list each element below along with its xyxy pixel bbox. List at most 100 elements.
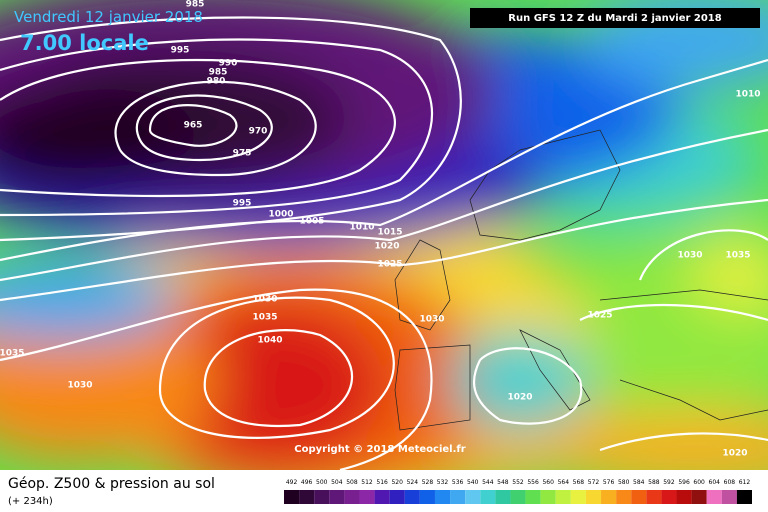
isobar-label: 1035: [252, 313, 277, 323]
legend-swatch: [736, 490, 752, 504]
isobar-label: 1010: [349, 223, 374, 233]
isobar-label: 990: [219, 59, 238, 69]
legend-label: 600: [693, 479, 705, 486]
legend-label: 596: [678, 479, 690, 486]
legend-swatch: [540, 490, 556, 504]
legend-swatch: [570, 490, 586, 504]
legend-swatch: [480, 490, 496, 504]
isobar-label: 975: [233, 149, 252, 159]
legend-swatch: [434, 490, 451, 504]
legend-swatch: [374, 490, 390, 504]
legend-label: 492: [286, 479, 298, 486]
legend-swatch: [404, 490, 420, 504]
legend-swatch: [706, 490, 722, 504]
legend-swatch: [389, 490, 405, 504]
copyright: Copyright © 2018 Meteociel.fr: [294, 444, 465, 455]
footer-title: Géop. Z500 & pression au sol: [8, 476, 215, 492]
isobar-label: 1020: [507, 393, 532, 403]
legend-label: 496: [301, 479, 313, 486]
legend-label: 612: [739, 479, 751, 486]
legend-swatch: [631, 490, 647, 504]
legend-swatch: [510, 490, 526, 504]
legend-label: 568: [573, 479, 585, 486]
legend-swatch: [555, 490, 571, 504]
legend-label: 564: [558, 479, 570, 486]
isobar-label: 1035: [725, 251, 750, 261]
isobar-label: 980: [207, 77, 226, 87]
isobar-label: 985: [186, 0, 205, 10]
legend-swatch: [359, 490, 375, 504]
isobar-label: 1015: [377, 228, 402, 238]
isobar-label: 1025: [377, 260, 402, 270]
forecast-time: 7.00 locale: [20, 31, 149, 55]
legend-swatch: [676, 490, 692, 504]
legend-swatch: [585, 490, 602, 504]
legend-label: 508: [346, 479, 358, 486]
legend-label: 580: [618, 479, 630, 486]
legend-label: 512: [361, 479, 373, 486]
legend-label: 520: [391, 479, 403, 486]
color-legend: 492 496 500 504 508 512 516 520 524 528 532 536 540 5…: [284, 479, 752, 504]
isobar-label: 1020: [374, 242, 399, 252]
legend-swatch: [495, 490, 511, 504]
legend-label: 576: [603, 479, 615, 486]
legend-swatch: [419, 490, 435, 504]
isobar-label: 1030: [419, 315, 444, 325]
isobar-label: 1010: [735, 90, 760, 100]
isobar-label: 970: [249, 127, 268, 137]
legend-label: 504: [331, 479, 343, 486]
isobar-label: 1030: [67, 381, 92, 391]
legend-swatch: [691, 490, 707, 504]
run-box: [470, 8, 760, 28]
legend-swatch: [465, 490, 481, 504]
forecast-date: Vendredi 12 janvier 2018: [14, 8, 203, 26]
run-info: Run GFS 12 Z du Mardi 2 janvier 2018: [508, 13, 721, 24]
isobar-label: 995: [171, 46, 190, 56]
lead-time: (+ 234h): [8, 496, 53, 507]
isobar-label: 1020: [722, 449, 747, 459]
legend-swatch: [450, 490, 466, 504]
isobar-label: 1025: [587, 311, 612, 321]
legend-label: 516: [376, 479, 388, 486]
legend-swatch: [661, 490, 677, 504]
legend-label: 524: [407, 479, 419, 486]
legend-swatch: [299, 490, 315, 504]
coastlines: [394, 129, 768, 431]
isobar-label: 1000: [268, 210, 293, 220]
legend-label: 500: [316, 479, 328, 486]
isobar-label: 965: [184, 121, 203, 131]
legend-label: 536: [452, 479, 464, 486]
isobars: [0, 16, 768, 470]
legend-swatch: [314, 490, 330, 504]
legend-label: 532: [437, 479, 449, 486]
isobar-label: 1035: [0, 349, 25, 359]
legend-label: 572: [588, 479, 600, 486]
legend-label: 560: [542, 479, 554, 486]
legend-label: 604: [709, 479, 721, 486]
legend-label: 588: [648, 479, 660, 486]
legend-label: 592: [663, 479, 675, 486]
legend-swatch: [344, 490, 360, 504]
legend-swatch: [721, 490, 737, 504]
isobar-label: 1005: [299, 217, 324, 227]
isobar-label: 1040: [257, 336, 282, 346]
legend-label: 552: [512, 479, 524, 486]
legend-label: 556: [527, 479, 539, 486]
isobar-label: 985: [209, 68, 228, 78]
legend-label: 584: [633, 479, 645, 486]
isobar-label: 995: [233, 199, 252, 209]
legend-label: 528: [422, 479, 434, 486]
legend-swatch: [284, 490, 300, 504]
legend-label: 548: [497, 479, 509, 486]
isobar-label: 1030: [677, 251, 702, 261]
legend-swatch: [329, 490, 345, 504]
legend-swatch: [525, 490, 541, 504]
legend-label: 540: [467, 479, 479, 486]
isobar-label: 1030: [252, 295, 277, 305]
legend-swatch: [646, 490, 662, 504]
legend-swatch: [601, 490, 617, 504]
